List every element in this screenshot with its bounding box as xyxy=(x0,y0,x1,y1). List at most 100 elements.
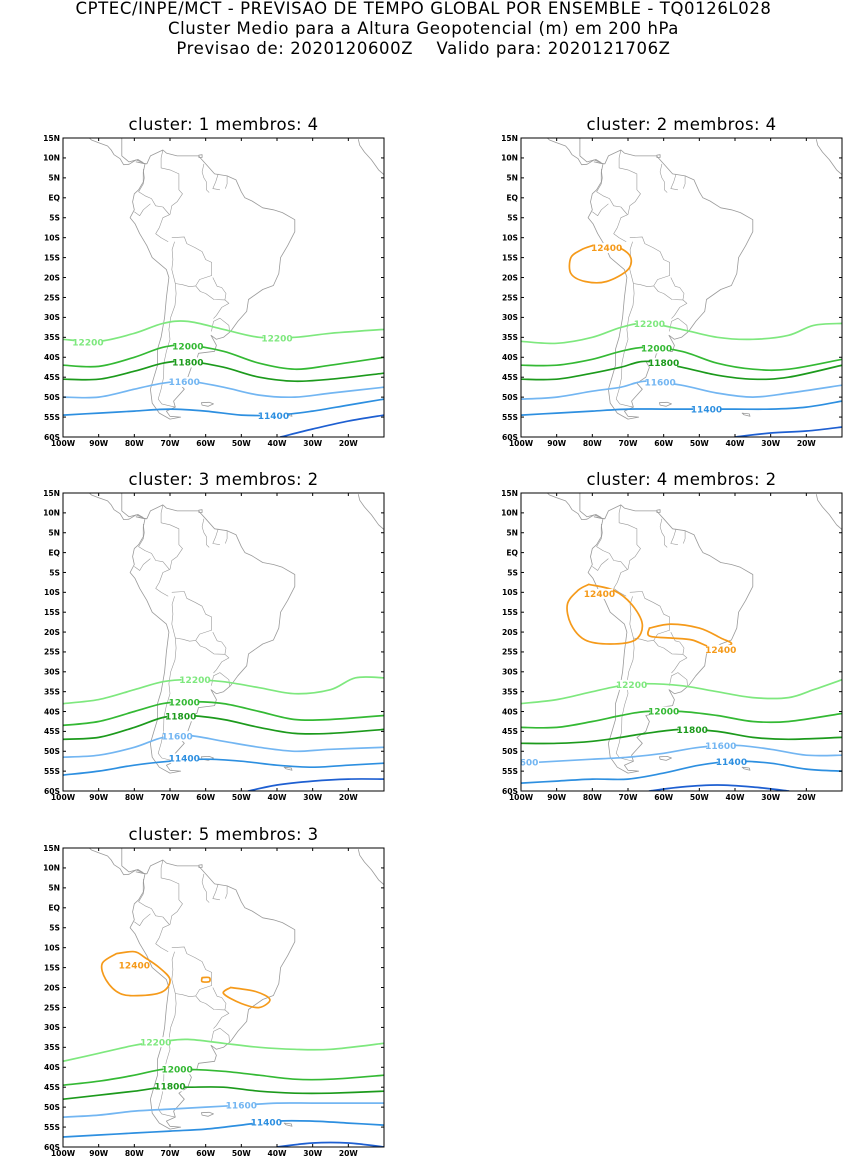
contour-label-bg xyxy=(163,731,191,742)
contour-12200 xyxy=(63,676,384,705)
header-line-3: Previsao de: 2020120600Z Valido para: 20… xyxy=(176,39,671,58)
y-tick-label: 5N xyxy=(48,884,60,893)
contour-label-bg xyxy=(717,756,745,767)
country-border xyxy=(201,518,210,548)
y-tick-label: 20S xyxy=(502,628,518,637)
contour-12400 xyxy=(200,976,211,983)
contour-label-bg xyxy=(142,1037,170,1048)
contour-11600 xyxy=(63,734,384,759)
y-tick-label: 45S xyxy=(44,1083,60,1092)
contour-label: 12400 xyxy=(119,961,150,971)
x-tick-label: 70W xyxy=(161,439,181,448)
y-tick-label: EQ xyxy=(506,194,518,203)
contour-label-bg xyxy=(521,757,539,768)
country-border xyxy=(195,631,227,655)
x-tick-label: 90W xyxy=(89,793,109,802)
y-tick-label: 10S xyxy=(502,233,518,242)
y-tick-label: 55S xyxy=(502,413,518,422)
coastline-africa xyxy=(357,849,384,886)
y-tick-label: 50S xyxy=(44,393,60,402)
contour-11200 xyxy=(279,414,384,437)
coastline-trinidad xyxy=(198,864,203,868)
country-border xyxy=(160,149,183,215)
country-border xyxy=(211,672,230,687)
y-tick-label: 35S xyxy=(502,687,518,696)
map-frame xyxy=(520,137,843,438)
panel-title: cluster: 2 membros: 4 xyxy=(587,115,777,134)
country-border xyxy=(671,654,688,674)
y-tick-label: 25S xyxy=(502,293,518,302)
x-tick-label: 90W xyxy=(89,1149,109,1157)
y-tick-label: 40S xyxy=(502,707,518,716)
country-border xyxy=(212,883,220,901)
y-tick-label: 15N xyxy=(501,489,518,498)
country-border xyxy=(134,203,151,216)
country-border xyxy=(213,299,230,319)
country-border xyxy=(171,591,212,642)
map-panel-4: cluster: 4 membros: 2 12400 12400 12200 1200… xyxy=(501,470,843,802)
x-tick-label: 60W xyxy=(196,793,216,802)
country-border xyxy=(157,637,177,762)
coastline-south-america xyxy=(129,859,296,1130)
y-tick-label: 40S xyxy=(44,1063,60,1072)
contour-label-bg xyxy=(263,333,291,344)
contour-label: 12200 xyxy=(616,681,647,691)
y-tick-label: 10S xyxy=(44,233,60,242)
y-tick-label: 45S xyxy=(44,373,60,382)
y-tick-label: EQ xyxy=(506,548,518,557)
x-tick-label: 70W xyxy=(619,793,639,802)
country-border xyxy=(212,528,220,545)
x-tick-label: 40W xyxy=(268,439,288,448)
figure-header: CPTEC/INPE/MCT - PREVISAO DE TEMPO GLOBA… xyxy=(0,0,847,59)
x-tick-label: 60W xyxy=(196,1149,216,1157)
x-tick-label: 60W xyxy=(654,439,674,448)
y-tick-label: 5N xyxy=(48,174,60,183)
contour-label-bg xyxy=(163,1064,191,1075)
map-panel-1: cluster: 1 membros: 4 12200 12200 12000 1180… xyxy=(43,115,385,448)
x-tick-label: 80W xyxy=(125,793,145,802)
x-tick-label: 100W xyxy=(51,793,76,802)
country-border xyxy=(618,504,641,570)
y-tick-label: 40S xyxy=(44,707,60,716)
y-tick-label: 30S xyxy=(44,668,60,677)
x-tick-label: 100W xyxy=(51,439,76,448)
panel-title: cluster: 3 membros: 2 xyxy=(129,470,319,489)
x-tick-label: 40W xyxy=(726,793,746,802)
y-tick-label: 35S xyxy=(502,333,518,342)
map-content: 12200 12200 12000 11800 11600 11400 xyxy=(63,138,384,437)
contour-11400 xyxy=(521,760,842,784)
contour-label-bg xyxy=(650,357,678,368)
country-border xyxy=(629,236,670,287)
contour-label: 12000 xyxy=(161,1065,192,1075)
x-tick-label: 50W xyxy=(690,793,710,802)
contour-12400 xyxy=(646,623,733,649)
map-frame xyxy=(62,492,385,792)
y-tick-label: 15N xyxy=(501,134,518,143)
coastline-falklands xyxy=(201,1111,214,1117)
contour-label-bg xyxy=(707,740,735,751)
coastline-falklands xyxy=(201,401,214,407)
coastline-south-america xyxy=(129,504,296,774)
y-tick-label: 55S xyxy=(44,413,60,422)
contour-label: 12400 xyxy=(591,244,622,254)
contour-11400 xyxy=(63,758,384,776)
coastline-south-georgia xyxy=(741,766,751,771)
contour-label: 11600 xyxy=(644,379,675,389)
country-border xyxy=(592,558,609,571)
country-border xyxy=(615,283,635,408)
y-tick-label: EQ xyxy=(48,548,60,557)
contour-label: 12200 xyxy=(72,339,103,349)
x-tick-label: 80W xyxy=(125,439,145,448)
map-panel-2: cluster: 2 membros: 4 12400 12200 12000 1180… xyxy=(501,115,843,448)
coastline-central-america-north xyxy=(120,138,144,164)
x-tick-label: 20W xyxy=(797,439,817,448)
y-tick-label: 30S xyxy=(502,668,518,677)
x-tick-label: 40W xyxy=(268,1149,288,1157)
y-tick-label: 45S xyxy=(502,727,518,736)
map-frame xyxy=(520,492,843,792)
y-tick-label: 25S xyxy=(44,293,60,302)
country-border xyxy=(201,163,210,193)
x-tick-label: 30W xyxy=(761,439,781,448)
y-tick-label: 15N xyxy=(43,489,60,498)
x-tick-label: 20W xyxy=(339,1149,359,1157)
